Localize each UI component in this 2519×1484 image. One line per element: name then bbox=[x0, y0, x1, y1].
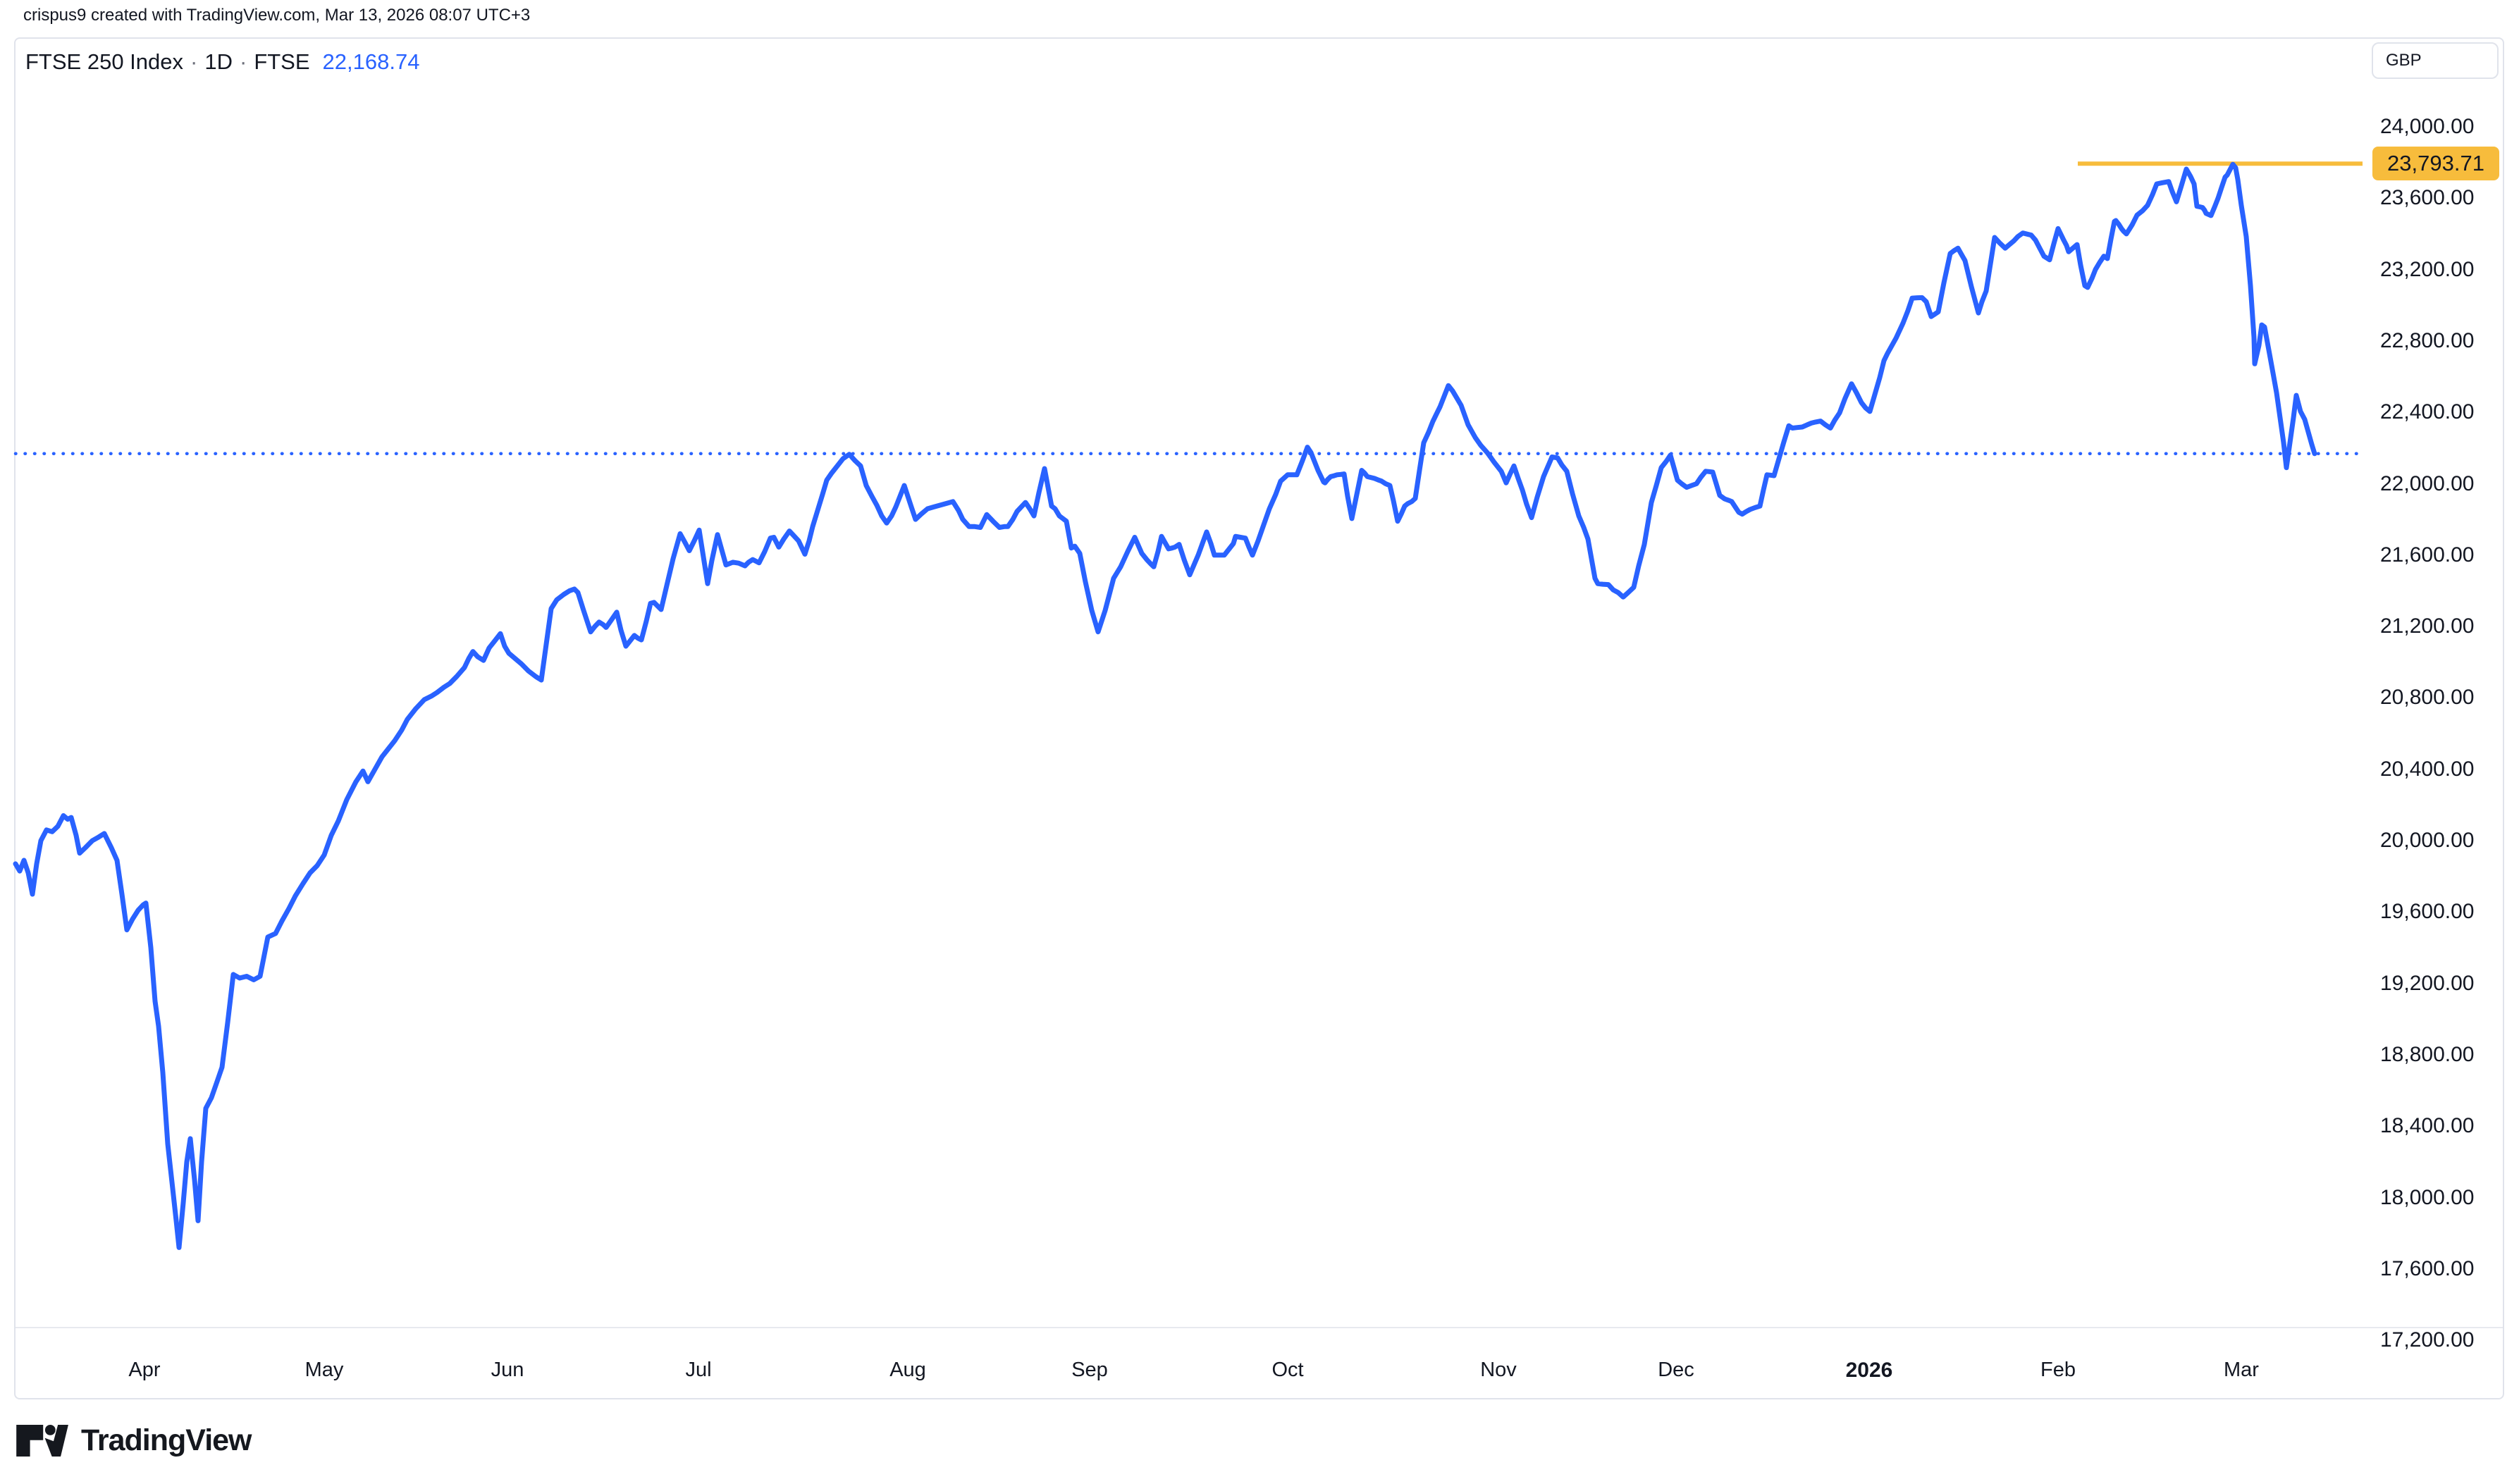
separator-dot: · bbox=[190, 49, 198, 74]
price-axis-label: 20,800.00 bbox=[2380, 686, 2475, 710]
time-axis-label: Nov bbox=[1480, 1359, 1517, 1381]
price-axis-label: 18,400.00 bbox=[2380, 1114, 2475, 1138]
price-axis-label: 19,600.00 bbox=[2380, 900, 2475, 924]
tradingview-logo-text[interactable]: TradingView bbox=[81, 1423, 252, 1457]
tradingview-footer: TradingView bbox=[16, 1423, 252, 1458]
price-axis-label: 23,200.00 bbox=[2380, 257, 2475, 281]
interval-label[interactable]: 1D bbox=[204, 49, 233, 74]
time-axis-label: Sep bbox=[1071, 1359, 1108, 1381]
exchange-label: FTSE bbox=[254, 49, 310, 74]
price-axis-label: 17,200.00 bbox=[2380, 1328, 2475, 1352]
time-axis-label: Jun bbox=[491, 1359, 524, 1381]
price-axis-label: 23,600.00 bbox=[2380, 186, 2475, 210]
price-axis-label: 18,800.00 bbox=[2380, 1042, 2475, 1066]
separator-dot: · bbox=[239, 49, 247, 74]
time-axis-label: 2026 bbox=[1845, 1359, 1893, 1382]
price-axis-label: 21,200.00 bbox=[2380, 614, 2475, 638]
price-axis-label: 17,600.00 bbox=[2380, 1256, 2475, 1280]
price-axis-label: 20,400.00 bbox=[2380, 757, 2475, 781]
price-axis-label: 20,000.00 bbox=[2380, 829, 2475, 852]
chart-card bbox=[14, 37, 2504, 1399]
high-price-label: 23,793.71 bbox=[2372, 147, 2499, 181]
price-axis-label: 19,200.00 bbox=[2380, 971, 2475, 995]
time-axis-label: Dec bbox=[1658, 1359, 1694, 1381]
price-line-series bbox=[13, 161, 2317, 1250]
watermark-attribution: crispus9 created with TradingView.com, M… bbox=[23, 6, 531, 25]
price-axis-label: 21,600.00 bbox=[2380, 543, 2475, 567]
time-axis-separator bbox=[16, 1327, 2503, 1328]
price-axis-label: 18,000.00 bbox=[2380, 1185, 2475, 1209]
time-axis-label: May bbox=[304, 1359, 344, 1381]
price-axis-label: 22,400.00 bbox=[2380, 400, 2475, 424]
time-axis-label: Mar bbox=[2224, 1359, 2259, 1381]
time-axis-label: Feb bbox=[2040, 1359, 2076, 1381]
price-axis-label: 22,000.00 bbox=[2380, 471, 2475, 495]
tradingview-logo-icon[interactable] bbox=[16, 1425, 71, 1457]
time-axis-label: Oct bbox=[1271, 1359, 1304, 1381]
currency-label: GBP bbox=[2386, 51, 2422, 70]
time-axis-label: Jul bbox=[685, 1359, 712, 1381]
symbol-bar: FTSE 250 Index · 1D · FTSE 22,168.74 bbox=[25, 49, 419, 75]
price-axis-label: 24,000.00 bbox=[2380, 115, 2475, 138]
last-price-value: 22,168.74 bbox=[322, 49, 420, 74]
currency-toggle-button[interactable]: GBP bbox=[2372, 42, 2499, 79]
symbol-title[interactable]: FTSE 250 Index bbox=[25, 49, 184, 74]
time-axis-label: Aug bbox=[889, 1359, 926, 1381]
price-axis-label: 22,800.00 bbox=[2380, 328, 2475, 352]
time-axis-label: Apr bbox=[128, 1359, 161, 1381]
